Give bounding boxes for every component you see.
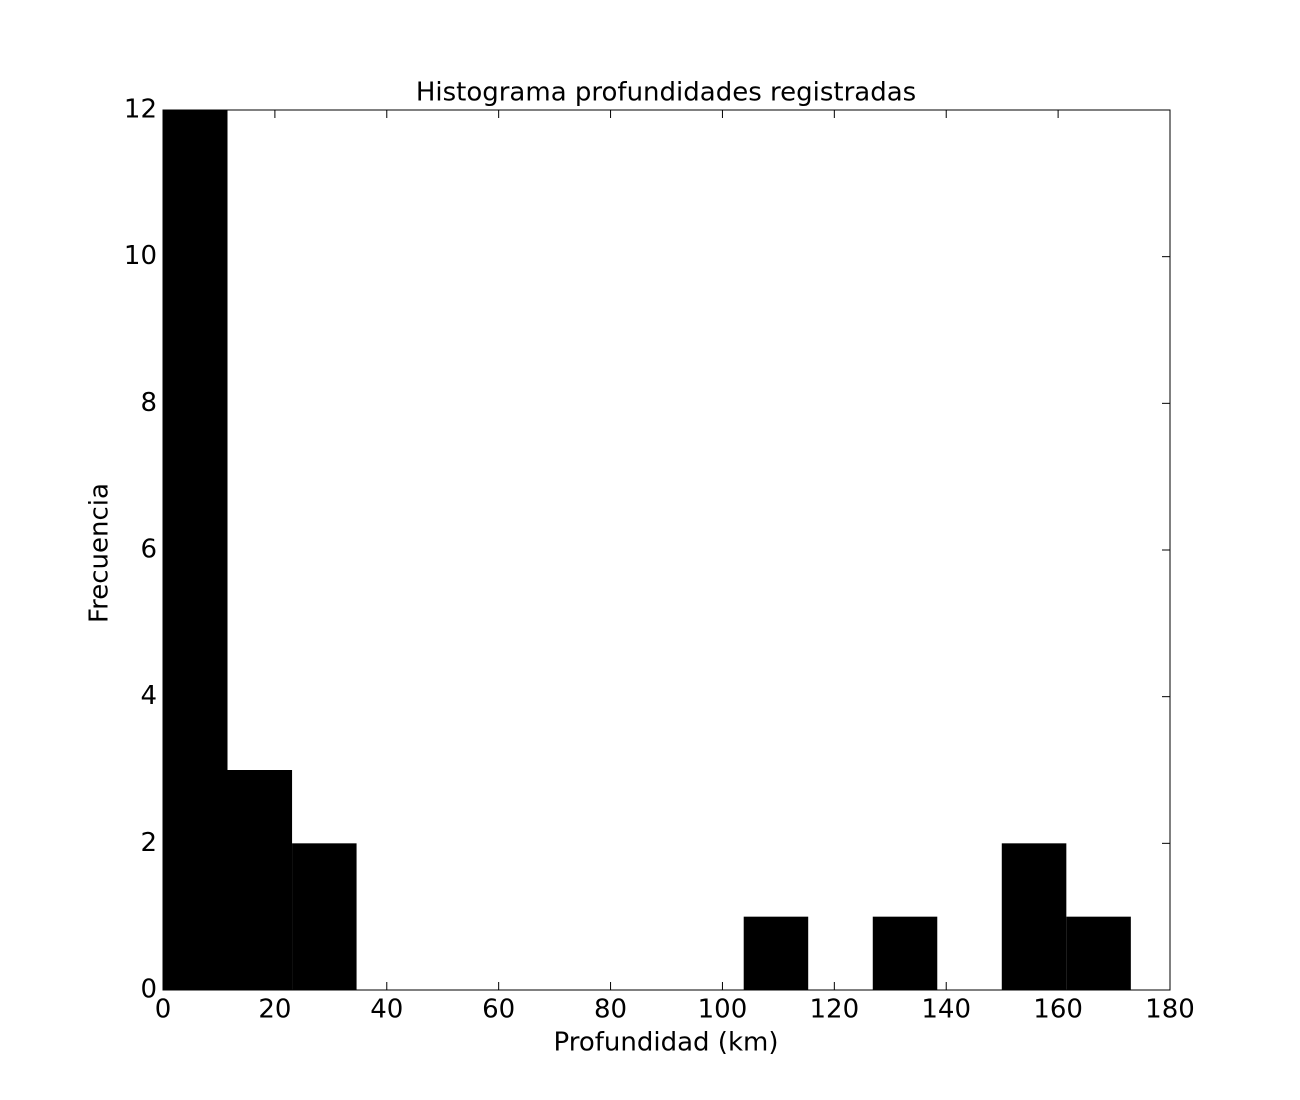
bar — [743, 916, 809, 990]
bar — [227, 770, 293, 990]
bar — [163, 110, 228, 990]
x-tick-label: 180 — [1145, 995, 1195, 1025]
x-tick-label: 120 — [810, 995, 860, 1025]
x-tick-label: 60 — [482, 995, 515, 1025]
y-tick-label: 12 — [124, 95, 157, 125]
y-axis-label: Frecuencia — [85, 483, 115, 623]
chart-title: Histograma profundidades registradas — [416, 78, 916, 108]
x-tick-label: 80 — [594, 995, 627, 1025]
y-tick-label: 8 — [140, 388, 157, 418]
bar — [292, 843, 357, 990]
bar — [872, 916, 938, 990]
bar — [1001, 843, 1067, 990]
y-tick-label: 2 — [140, 828, 157, 858]
x-tick-label: 140 — [921, 995, 971, 1025]
y-tick-label: 10 — [124, 241, 157, 271]
y-tick-label: 6 — [140, 535, 157, 565]
x-axis-label: Profundidad (km) — [554, 1028, 779, 1058]
x-tick-label: 100 — [698, 995, 748, 1025]
y-tick-label: 4 — [140, 681, 157, 711]
x-tick-label: 160 — [1033, 995, 1083, 1025]
y-tick-label: 0 — [140, 975, 157, 1005]
x-tick-label: 20 — [258, 995, 291, 1025]
x-tick-label: 40 — [370, 995, 403, 1025]
x-tick-label: 0 — [155, 995, 172, 1025]
bar — [1066, 916, 1131, 990]
